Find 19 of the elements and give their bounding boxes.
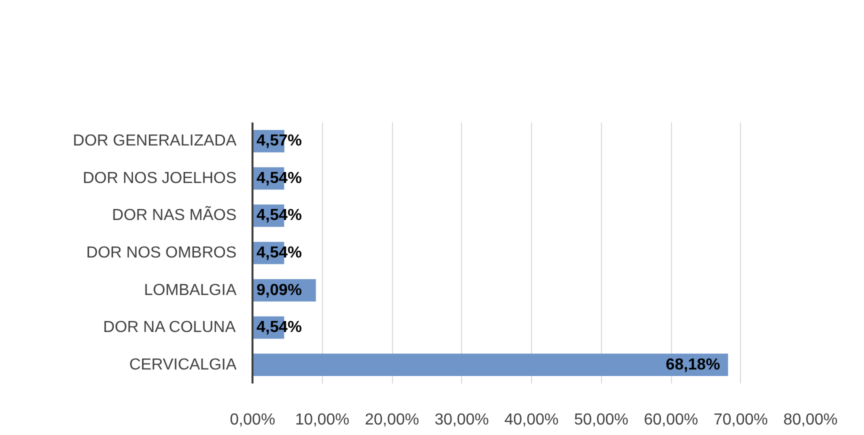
y-tick-label: DOR NAS MÃOS bbox=[112, 205, 237, 224]
x-tick-label: 40,00% bbox=[504, 412, 559, 428]
y-tick-label: CERVICALGIA bbox=[129, 356, 237, 374]
x-tick-label: 80,00% bbox=[783, 412, 838, 428]
data-label: 68,18% bbox=[666, 356, 720, 374]
x-tick-label: 20,00% bbox=[364, 412, 420, 428]
y-tick-label: DOR NOS OMBROS bbox=[86, 244, 236, 262]
x-tick-label: 30,00% bbox=[434, 412, 489, 428]
x-tick-label: 50,00% bbox=[574, 412, 628, 428]
x-tick-label: 70,00% bbox=[714, 412, 768, 428]
x-tick-label: 10,00% bbox=[295, 412, 350, 428]
data-label: 9,09% bbox=[256, 282, 302, 299]
y-tick-label: DOR NA COLUNA bbox=[103, 319, 236, 336]
y-tick-label: DOR NOS JOELHOS bbox=[82, 170, 237, 187]
y-tick-label: LOMBALGIA bbox=[144, 282, 237, 299]
x-tick-label: 60,00% bbox=[644, 412, 698, 428]
bar bbox=[252, 354, 728, 376]
y-tick-label: DOR GENERALIZADA bbox=[72, 132, 237, 150]
x-tick-label: 0,00% bbox=[230, 412, 276, 428]
